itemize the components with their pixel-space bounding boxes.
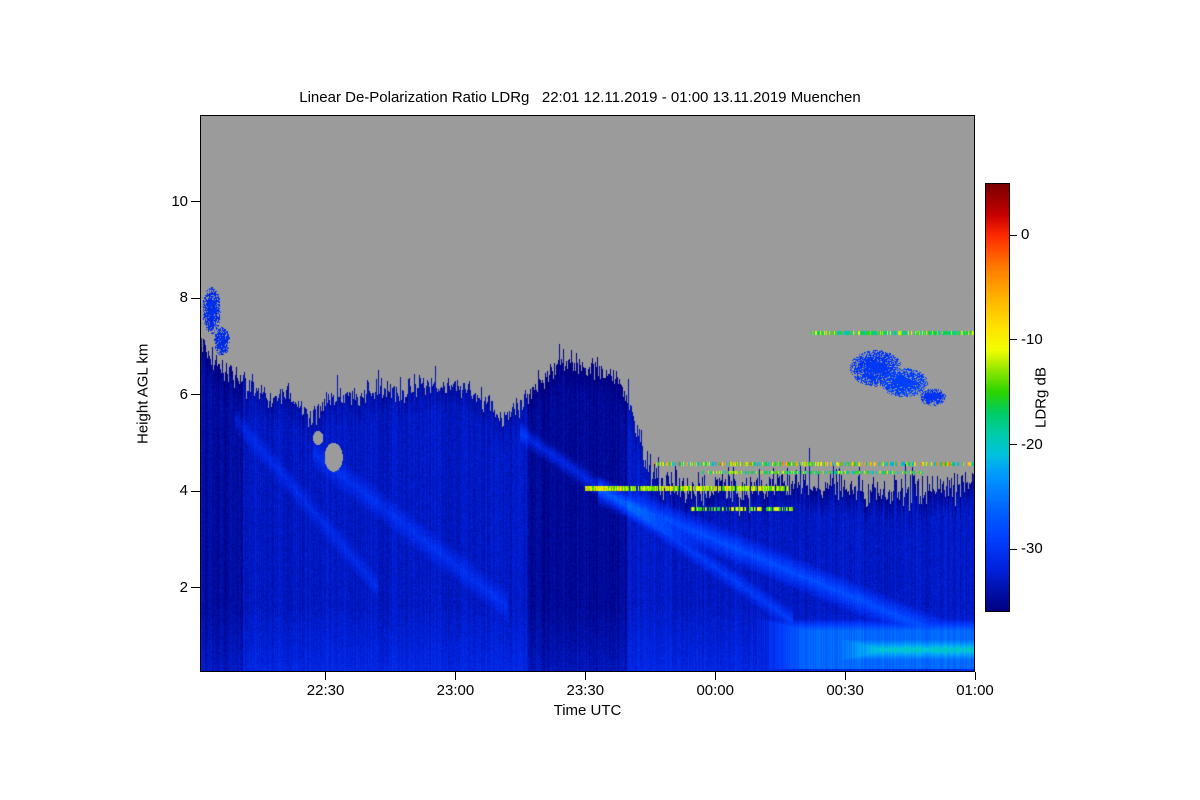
x-tick-mark	[454, 672, 456, 680]
x-tick-mark	[325, 672, 327, 680]
colorbar-tick-mark	[1010, 339, 1017, 341]
y-tick-label: 6	[179, 385, 188, 403]
x-tick-label: 23:00	[436, 682, 475, 699]
colorbar-tick-mark	[1010, 444, 1017, 446]
x-tick-label: 22:30	[306, 682, 345, 699]
x-tick-mark	[974, 672, 976, 680]
x-tick-mark	[844, 672, 846, 680]
x-tick-label: 01:00	[956, 682, 994, 699]
colorbar-tick-label: 0	[1021, 226, 1030, 244]
x-tick-label: 23:30	[566, 682, 605, 699]
x-tick-label: 00:30	[826, 682, 864, 699]
x-tick-mark	[714, 672, 716, 680]
heatmap-canvas	[200, 115, 975, 672]
y-tick-mark	[191, 201, 200, 203]
x-axis-label: Time UTC	[553, 702, 622, 719]
chart-title: Linear De-Polarization Ratio LDRg 22:01 …	[299, 89, 861, 106]
colorbar-tick-label: -10	[1021, 330, 1043, 348]
colorbar-tick-mark	[1010, 548, 1017, 550]
colorbar-tick-label: -30	[1021, 540, 1043, 558]
y-tick-label: 8	[179, 289, 188, 307]
x-tick-label: 00:00	[696, 682, 734, 699]
y-tick-label: 4	[179, 482, 188, 500]
y-tick-mark	[191, 490, 200, 492]
colorbar-canvas	[985, 183, 1010, 612]
y-tick-mark	[191, 587, 200, 589]
colorbar-tick-label: -20	[1021, 435, 1043, 453]
y-tick-label: 2	[179, 578, 188, 596]
colorbar-tick-mark	[1010, 234, 1017, 236]
y-tick-mark	[191, 297, 200, 299]
y-tick-mark	[191, 394, 200, 396]
y-tick-label: 10	[171, 192, 188, 210]
x-tick-mark	[584, 672, 586, 680]
